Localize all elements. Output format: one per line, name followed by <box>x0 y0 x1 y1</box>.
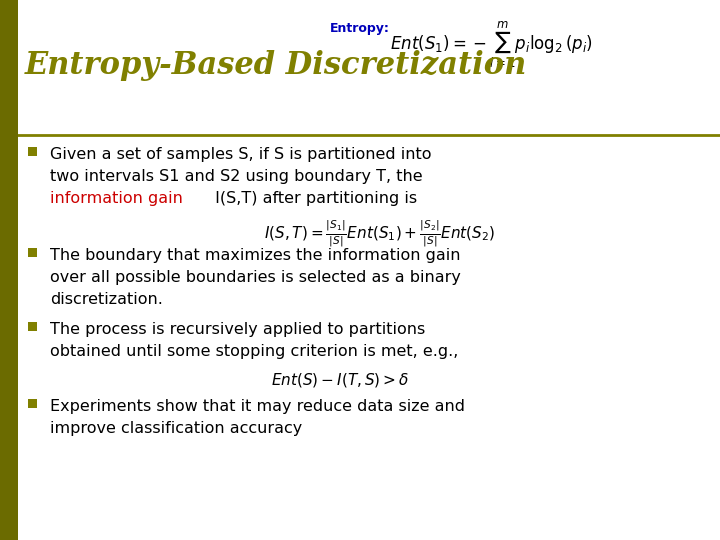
Text: Entropy-Based Discretization: Entropy-Based Discretization <box>25 50 527 81</box>
Text: information gain: information gain <box>50 191 183 206</box>
Bar <box>28 247 37 256</box>
Text: $Ent(S) - I(T,S) > \delta$: $Ent(S) - I(T,S) > \delta$ <box>271 371 409 389</box>
Bar <box>28 399 37 408</box>
Text: obtained until some stopping criterion is met, e.g.,: obtained until some stopping criterion i… <box>50 344 459 359</box>
Text: The boundary that maximizes the information gain: The boundary that maximizes the informat… <box>50 248 461 263</box>
Text: two intervals S1 and S2 using boundary T, the: two intervals S1 and S2 using boundary T… <box>50 169 423 184</box>
Text: over all possible boundaries is selected as a binary: over all possible boundaries is selected… <box>50 270 461 285</box>
Bar <box>0 0 18 540</box>
Text: I(S,T) after partitioning is: I(S,T) after partitioning is <box>210 191 417 206</box>
Bar <box>28 146 37 156</box>
Bar <box>28 321 37 330</box>
Text: improve classification accuracy: improve classification accuracy <box>50 421 302 436</box>
Text: Given a set of samples S, if S is partitioned into: Given a set of samples S, if S is partit… <box>50 147 431 162</box>
Text: The process is recursively applied to partitions: The process is recursively applied to pa… <box>50 322 426 337</box>
Text: $Ent(S_1) = -\sum_{i=1}^{m} p_i \log_2(p_i)$: $Ent(S_1) = -\sum_{i=1}^{m} p_i \log_2(p… <box>390 20 593 70</box>
Text: Experiments show that it may reduce data size and: Experiments show that it may reduce data… <box>50 399 465 414</box>
Text: $I(S,T) = \frac{|S_1|}{|S|}Ent(S_1) + \frac{|S_2|}{|S|}Ent(S_2)$: $I(S,T) = \frac{|S_1|}{|S|}Ent(S_1) + \f… <box>264 218 495 248</box>
Text: discretization.: discretization. <box>50 292 163 307</box>
Text: Entropy:: Entropy: <box>330 22 390 35</box>
